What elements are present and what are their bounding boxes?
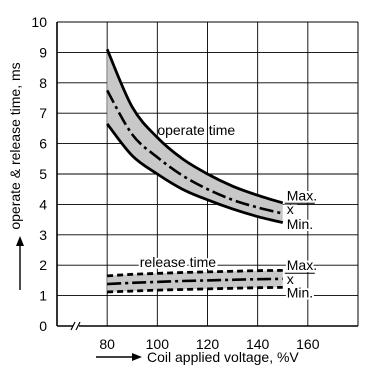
x-tick-label: 120 — [196, 336, 220, 352]
y-axis-label: operate & release time, ms — [7, 62, 23, 229]
operate-max-line — [105, 48, 284, 205]
x-arrow-head — [132, 353, 142, 361]
series-end-label: Max. — [287, 187, 317, 203]
series-end-label: x — [287, 201, 294, 217]
series-end-label: Min. — [287, 216, 313, 232]
y-tick-label: 1 — [39, 288, 47, 304]
axes — [16, 21, 359, 361]
operate-min-line — [106, 122, 284, 225]
y-tick-label: 7 — [39, 105, 47, 121]
y-tick-label: 2 — [39, 257, 47, 273]
operate-time-band — [107, 49, 283, 223]
y-tick-label: 4 — [39, 196, 47, 212]
y-tick-label: 5 — [39, 166, 47, 182]
y-tick-label: 8 — [39, 75, 47, 91]
y-tick-label: 3 — [39, 227, 47, 243]
y-arrow-head — [16, 236, 24, 246]
series-end-label: Min. — [287, 285, 313, 301]
x-tick-label: 140 — [246, 336, 270, 352]
series-end-label: Max. — [287, 257, 317, 273]
y-tick-label: 9 — [39, 44, 47, 60]
operate-typical-line — [106, 89, 284, 215]
x-tick-label: 160 — [296, 336, 320, 352]
y-tick-label: 0 — [39, 318, 47, 334]
x-tick-label: 100 — [146, 336, 170, 352]
x-tick-label: 80 — [99, 336, 115, 352]
y-tick-label: 10 — [31, 14, 47, 30]
release-time-label: release time — [140, 254, 216, 270]
series-end-label: x — [287, 271, 294, 287]
x-axis-label: Coil applied voltage, %V — [147, 349, 299, 365]
tick-labels: 0 1 2 3 4 5 6 7 8 9 10 80 100 120 140 160 — [31, 14, 319, 352]
axis-break-mark — [70, 321, 76, 331]
axis-break-mark — [75, 321, 81, 331]
release-typical-line — [107, 277, 283, 286]
labels: operate & release time, ms Coil applied … — [7, 62, 299, 365]
y-tick-label: 6 — [39, 136, 47, 152]
axis-break-gap — [73, 322, 79, 330]
operate-time-label: operate time — [157, 122, 235, 138]
